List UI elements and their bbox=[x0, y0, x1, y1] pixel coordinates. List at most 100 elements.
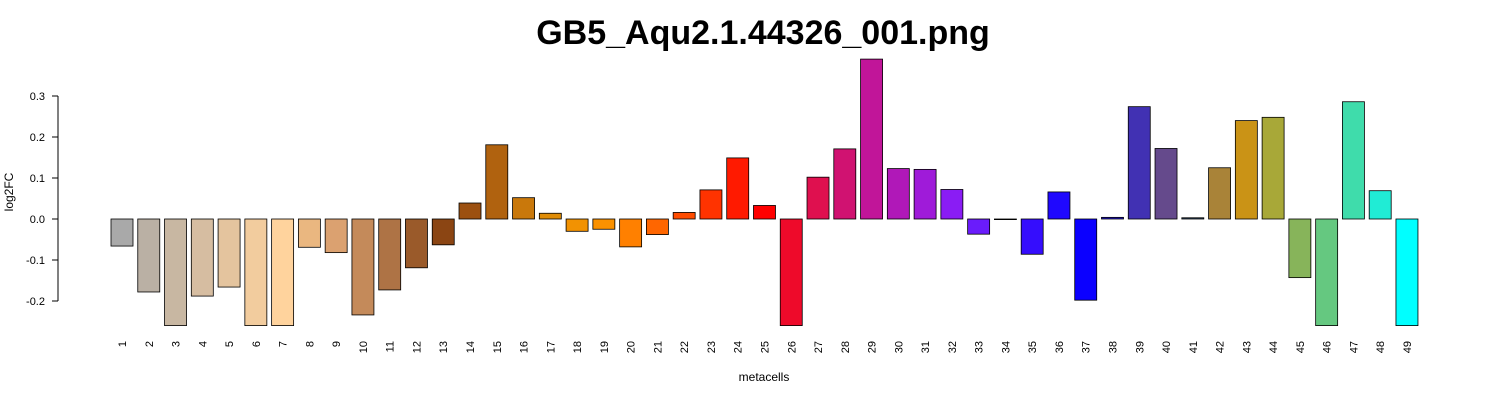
x-tick-label: 38 bbox=[1107, 341, 1119, 353]
x-tick-label: 15 bbox=[492, 341, 504, 353]
y-axis: -0.2 -0.1 0.0 0.1 0.2 0.3 bbox=[26, 91, 59, 308]
bar-metacell-47 bbox=[1342, 101, 1365, 220]
bar-metacell-42 bbox=[1208, 167, 1231, 220]
bar-metacell-26 bbox=[779, 218, 803, 326]
bar-metacell-43 bbox=[1234, 120, 1258, 220]
bar-metacell-30 bbox=[886, 168, 910, 220]
x-tick-label: 20 bbox=[626, 341, 638, 353]
x-tick-label: 11 bbox=[385, 341, 397, 352]
y-tick-label: -0.2 bbox=[26, 296, 45, 308]
x-tick-label: 12 bbox=[411, 341, 423, 353]
x-tick-label: 36 bbox=[1054, 341, 1066, 353]
bar-metacell-27 bbox=[806, 176, 830, 220]
bar-metacell-19 bbox=[592, 218, 616, 230]
bar-metacell-45 bbox=[1288, 218, 1312, 279]
x-tick-label: 18 bbox=[572, 341, 584, 353]
x-tick-label: 47 bbox=[1348, 341, 1360, 353]
bar-metacell-7 bbox=[271, 218, 295, 326]
x-tick-label: 14 bbox=[465, 341, 477, 353]
bar-metacell-34 bbox=[994, 218, 1017, 221]
x-tick-label: 4 bbox=[197, 341, 209, 347]
bar-metacell-41 bbox=[1181, 217, 1205, 220]
x-tick-label: 40 bbox=[1161, 341, 1173, 353]
bar-metacell-18 bbox=[565, 218, 589, 232]
bar-metacell-46 bbox=[1315, 218, 1339, 326]
bar-metacell-17 bbox=[538, 212, 562, 220]
x-tick-label: 33 bbox=[974, 341, 986, 353]
bar-metacell-25 bbox=[753, 205, 776, 220]
bar-metacell-36 bbox=[1047, 191, 1071, 220]
x-tick-label: 43 bbox=[1241, 341, 1253, 353]
x-tick-label: 48 bbox=[1375, 341, 1387, 353]
y-tick-label: 0.0 bbox=[30, 214, 45, 226]
bar-metacell-31 bbox=[913, 168, 937, 220]
bars-group bbox=[110, 58, 1419, 326]
x-tick-label: 16 bbox=[519, 341, 531, 353]
y-tick-label: 0.3 bbox=[30, 91, 45, 103]
bar-metacell-20 bbox=[619, 218, 643, 248]
x-tick-label: 45 bbox=[1295, 341, 1307, 353]
x-tick-label: 9 bbox=[331, 341, 343, 347]
bar-metacell-10 bbox=[351, 218, 375, 316]
x-tick-label: 25 bbox=[759, 341, 771, 353]
bar-metacell-11 bbox=[378, 218, 402, 291]
x-tick-label: 13 bbox=[438, 341, 450, 353]
y-tick-label: -0.1 bbox=[26, 255, 45, 267]
bar-metacell-48 bbox=[1368, 190, 1392, 220]
y-axis-label: log2FC bbox=[2, 172, 16, 211]
x-tick-label: 41 bbox=[1188, 341, 1200, 353]
x-tick-label: 10 bbox=[358, 341, 370, 353]
x-tick-label: 19 bbox=[599, 341, 611, 353]
bar-metacell-32 bbox=[940, 189, 964, 220]
x-tick-label: 17 bbox=[545, 341, 557, 353]
x-tick-label: 27 bbox=[813, 341, 825, 353]
bar-metacell-24 bbox=[726, 157, 750, 220]
chart-title: GB5_Aqu2.1.44326_001.png bbox=[536, 14, 990, 52]
x-axis-label: metacells bbox=[739, 370, 790, 384]
x-tick-label: 7 bbox=[278, 341, 290, 347]
x-tick-label: 37 bbox=[1081, 341, 1093, 353]
bar-metacell-44 bbox=[1261, 116, 1285, 220]
bar-metacell-38 bbox=[1101, 216, 1124, 220]
bar-metacell-23 bbox=[699, 189, 723, 220]
x-tick-label: 6 bbox=[251, 341, 263, 347]
y-tick-label: 0.1 bbox=[30, 173, 45, 185]
bar-metacell-4 bbox=[190, 218, 214, 297]
bar-metacell-12 bbox=[405, 218, 428, 269]
x-tick-label: 39 bbox=[1134, 341, 1146, 353]
x-tick-label: 5 bbox=[224, 341, 236, 347]
bar-metacell-1 bbox=[110, 218, 134, 247]
bar-metacell-9 bbox=[324, 218, 348, 254]
y-tick-label: 0.2 bbox=[30, 132, 45, 144]
bar-metacell-13 bbox=[431, 218, 455, 246]
x-tick-label: 1 bbox=[117, 341, 129, 347]
bar-metacell-49 bbox=[1395, 218, 1419, 326]
x-tick-label: 46 bbox=[1322, 341, 1334, 353]
bar-metacell-16 bbox=[512, 197, 535, 220]
bar-metacell-8 bbox=[297, 218, 321, 248]
x-tick-label: 29 bbox=[867, 341, 879, 353]
x-tick-label: 28 bbox=[840, 341, 852, 353]
x-tick-label: 49 bbox=[1402, 341, 1414, 353]
x-tick-label: 32 bbox=[947, 341, 959, 353]
x-tick-label: 26 bbox=[786, 341, 798, 353]
x-tick-label: 21 bbox=[652, 341, 664, 353]
x-tick-label: 42 bbox=[1215, 341, 1227, 353]
bar-metacell-35 bbox=[1020, 218, 1044, 255]
bar-metacell-6 bbox=[244, 218, 268, 326]
x-tick-label: 24 bbox=[733, 341, 745, 353]
x-tick-label: 35 bbox=[1027, 341, 1039, 353]
bar-metacell-5 bbox=[217, 218, 241, 288]
bar-metacell-28 bbox=[833, 148, 857, 220]
bar-metacell-29 bbox=[860, 58, 883, 220]
x-tick-labels: 1 2 3 4 5 6 7 8 9 10 11 12 13 14 15 16 17 18 19 20 21 22 23 24 2… bbox=[117, 341, 1414, 353]
bar-metacell-15 bbox=[485, 144, 509, 220]
bar-metacell-33 bbox=[967, 218, 991, 235]
bar-metacell-39 bbox=[1127, 106, 1151, 220]
x-tick-label: 44 bbox=[1268, 341, 1280, 353]
x-tick-label: 22 bbox=[679, 341, 691, 353]
x-tick-label: 30 bbox=[893, 341, 905, 353]
bar-metacell-21 bbox=[646, 218, 669, 235]
x-tick-label: 3 bbox=[171, 341, 183, 347]
